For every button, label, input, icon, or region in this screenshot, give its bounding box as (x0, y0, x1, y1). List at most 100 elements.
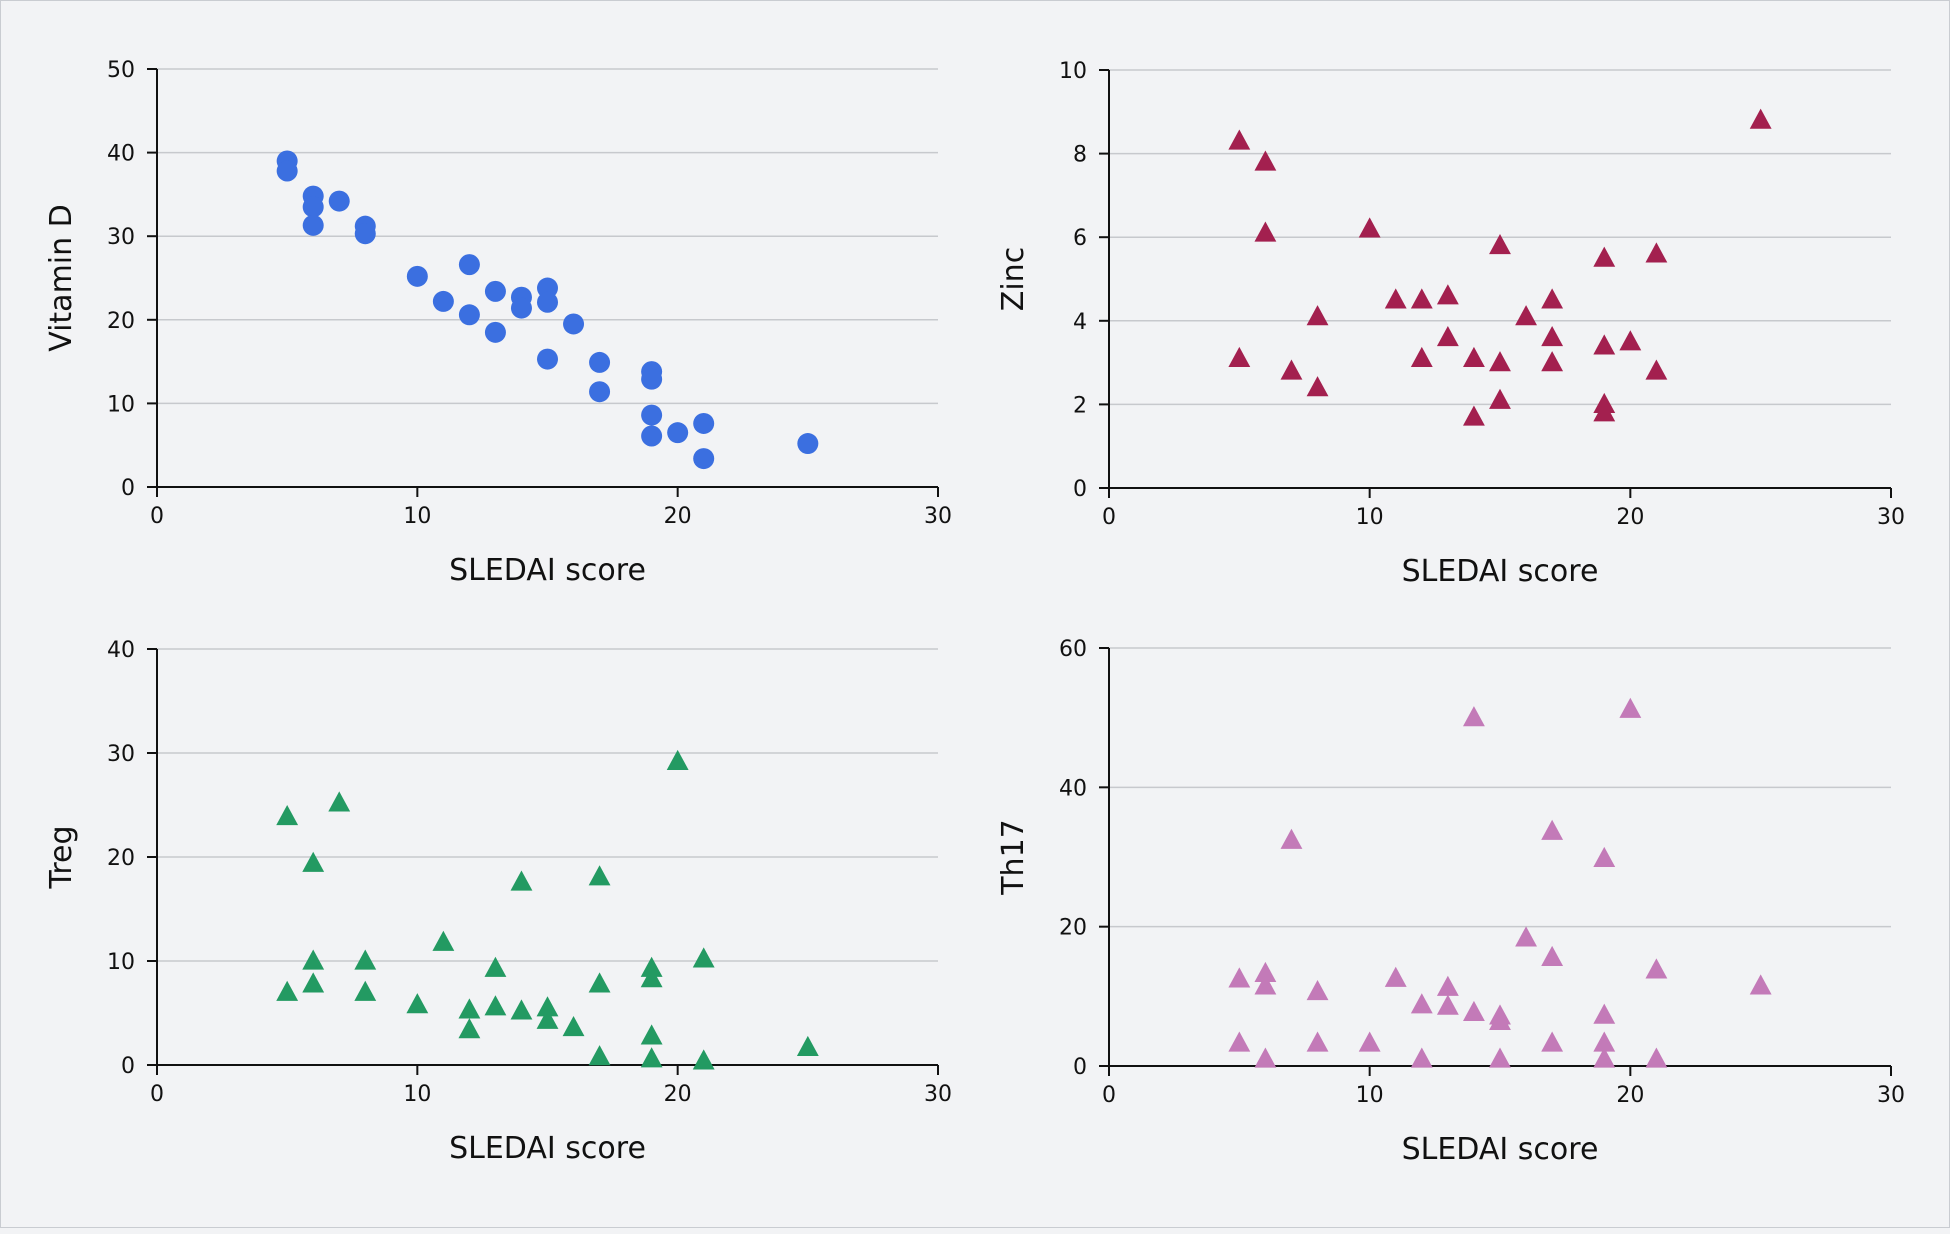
data-point (1306, 376, 1329, 397)
data-point (1228, 967, 1251, 988)
data-point (1541, 288, 1564, 309)
y-tick-label: 50 (107, 58, 135, 83)
y-tick-label: 10 (107, 392, 135, 417)
data-point (536, 996, 559, 1017)
data-point (1489, 1009, 1511, 1031)
data-point (484, 956, 507, 977)
y-tick-label: 10 (107, 950, 135, 975)
x-tick-label: 0 (150, 504, 164, 529)
data-point (1228, 1031, 1251, 1052)
data-point (1254, 221, 1277, 242)
data-point (1436, 975, 1459, 996)
y-tick-label: 20 (107, 846, 135, 871)
data-point (510, 999, 533, 1020)
y-tick-label: 0 (121, 1054, 135, 1079)
data-point (563, 313, 585, 335)
data-point (1489, 1047, 1511, 1068)
data-point (1254, 150, 1277, 171)
data-point (588, 865, 611, 886)
x-axis-label: SLEDAI score (449, 553, 646, 588)
data-point (354, 949, 377, 970)
data-point (406, 993, 429, 1014)
data-point (1541, 819, 1564, 840)
data-point (1593, 334, 1616, 355)
data-point (667, 422, 689, 444)
y-tick-label: 6 (1073, 226, 1087, 251)
y-tick-label: 8 (1073, 143, 1087, 168)
data-point (537, 291, 558, 313)
y-tick-label: 40 (107, 142, 135, 167)
data-point (588, 972, 611, 993)
y-tick-label: 0 (1073, 1055, 1087, 1080)
data-point (484, 280, 506, 302)
chart-panel-1: 0 10 20 30 40 50 0 10 20 30 SLEDAI score Vitamin D (44, 58, 952, 588)
data-point (458, 998, 481, 1019)
data-point (1645, 242, 1668, 263)
data-point (588, 1045, 611, 1066)
data-point (693, 412, 715, 434)
data-point (1645, 1047, 1668, 1068)
data-point (589, 351, 611, 373)
data-point (302, 214, 324, 236)
data-point (1593, 846, 1616, 868)
y-axis-label: Th17 (996, 819, 1031, 896)
data-point (1463, 346, 1485, 368)
x-tick-label: 10 (403, 1082, 431, 1107)
data-point (1384, 288, 1407, 309)
data-point (1749, 108, 1772, 129)
y-tick-label: 60 (1059, 637, 1087, 662)
y-tick-label: 20 (107, 309, 135, 334)
data-point (510, 870, 533, 891)
data-point (692, 947, 715, 968)
data-point (1463, 706, 1485, 727)
chart-panel-2: 0 2 4 6 8 10 0 10 20 30 SLEDAI score Zinc (996, 59, 1905, 589)
data-point (641, 425, 663, 447)
data-point (1515, 926, 1537, 947)
x-tick-label: 20 (664, 504, 692, 529)
x-axis-label: SLEDAI score (1402, 1132, 1599, 1167)
x-tick-label: 0 (1102, 505, 1116, 530)
data-point (693, 448, 715, 470)
data-point (796, 1035, 819, 1056)
data-point (1593, 246, 1616, 267)
data-point (1280, 828, 1303, 849)
data-point (1228, 346, 1251, 368)
data-point (510, 297, 532, 319)
data-point (458, 254, 480, 276)
data-point (1489, 388, 1511, 409)
chart-panel-3: 0 10 20 30 40 0 10 20 30 SLEDAI score Treg (44, 638, 952, 1166)
data-point (640, 1024, 663, 1045)
data-point (1593, 401, 1616, 422)
x-tick-label: 0 (1102, 1083, 1116, 1108)
data-point (484, 321, 506, 343)
data-point (484, 995, 507, 1016)
x-axis-label: SLEDAI score (449, 1131, 646, 1166)
data-point (1410, 1047, 1433, 1068)
data-point (1436, 284, 1459, 305)
data-point (1619, 330, 1642, 351)
data-point (1410, 993, 1433, 1014)
data-point (458, 1018, 481, 1039)
data-point (640, 1047, 663, 1068)
data-point (589, 381, 611, 403)
data-point (1384, 966, 1407, 987)
data-point (1645, 359, 1668, 380)
data-point (432, 930, 455, 951)
data-point (641, 368, 663, 390)
y-tick-label: 40 (1059, 776, 1087, 801)
data-point (537, 348, 558, 370)
chart-panel-4: 0 20 40 60 0 10 20 30 SLEDAI score Th17 (996, 637, 1905, 1167)
data-point (1306, 305, 1329, 326)
data-point (302, 851, 325, 872)
data-point (1593, 1003, 1616, 1024)
data-point (1254, 961, 1277, 982)
data-point (1489, 234, 1511, 255)
y-tick-label: 40 (107, 638, 135, 663)
y-tick-label: 30 (107, 225, 135, 250)
data-point (1593, 1047, 1616, 1068)
data-point (1593, 1031, 1616, 1052)
data-point (1515, 305, 1537, 326)
data-point (458, 304, 480, 326)
